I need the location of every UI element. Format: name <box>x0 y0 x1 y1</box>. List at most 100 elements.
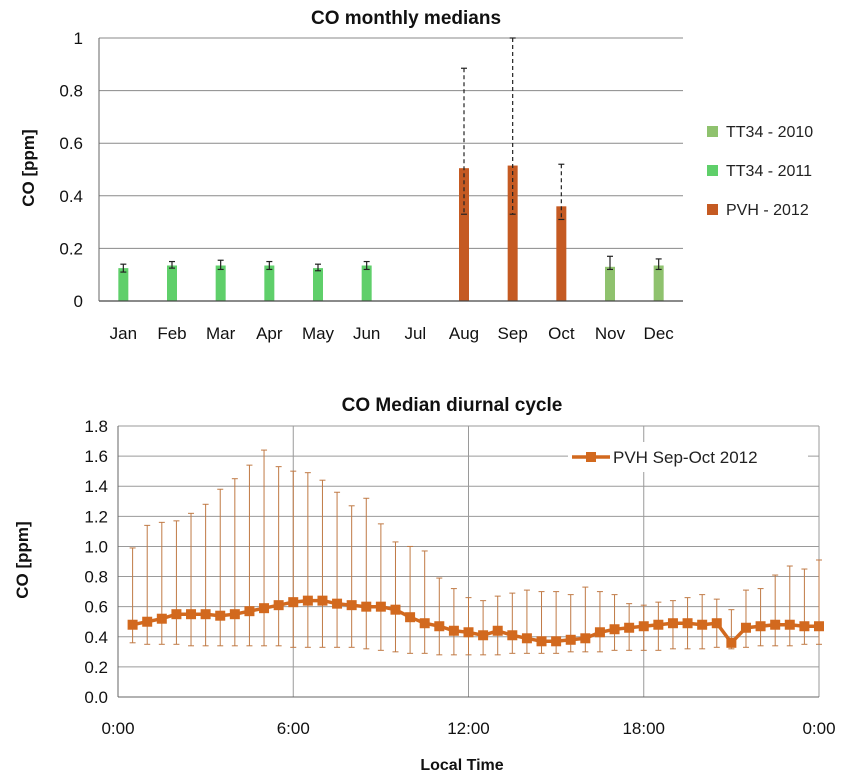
diurnal-data-point <box>492 625 503 636</box>
diurnal-data-point <box>390 604 401 615</box>
diurnal-data-point <box>463 627 474 638</box>
monthly-bar <box>556 206 567 301</box>
diurnal-x-tick-label: 0:00 <box>802 719 835 738</box>
monthly-x-tick-label: May <box>302 324 335 343</box>
monthly-chart-title: CO monthly medians <box>311 8 501 29</box>
monthly-x-tick-label: Nov <box>595 324 626 343</box>
diurnal-legend: PVH Sep-Oct 2012 <box>568 442 808 472</box>
diurnal-data-point <box>127 619 138 630</box>
monthly-y-tick-label: 0.2 <box>59 239 83 258</box>
monthly-y-tick-label: 0.6 <box>59 134 83 153</box>
diurnal-data-point <box>814 621 824 632</box>
diurnal-data-point <box>726 637 737 648</box>
diurnal-data-point <box>317 595 328 606</box>
diurnal-data-point <box>142 616 153 627</box>
monthly-y-tick-label: 0.8 <box>59 82 83 101</box>
diurnal-data-point <box>799 621 810 632</box>
monthly-x-tick-label: Aug <box>449 324 479 343</box>
monthly-bar <box>653 265 664 301</box>
monthly-x-tick-label: Jun <box>353 324 380 343</box>
legend-item-pvh-2012: PVH - 2012 <box>707 202 809 219</box>
diurnal-data-point <box>536 636 547 647</box>
diurnal-x-tick-label: 12:00 <box>447 719 490 738</box>
diurnal-data-point <box>200 609 211 620</box>
monthly-bar <box>118 268 129 301</box>
diurnal-x-tick-label: 18:00 <box>622 719 665 738</box>
diurnal-chart-title: CO Median diurnal cycle <box>342 395 563 416</box>
monthly-bar <box>313 268 323 301</box>
legend-item-tt34-2011: TT34 - 2011 <box>707 163 812 180</box>
monthly-x-tick-label: Dec <box>644 324 675 343</box>
monthly-medians-chart: CO monthly medians CO [ppm] 0 0.2 0.4 0.6 0.… <box>19 8 813 343</box>
diurnal-data-point <box>434 621 445 632</box>
diurnal-data-point <box>697 619 708 630</box>
legend-item-tt34-2010: TT34 - 2010 <box>707 124 813 141</box>
diurnal-data-point <box>711 618 722 629</box>
legend-label-pvh-2012: PVH - 2012 <box>726 202 809 219</box>
monthly-x-tick-label: Apr <box>256 324 283 343</box>
diurnal-data-point <box>580 633 591 644</box>
diurnal-data-point <box>770 619 781 630</box>
diurnal-error-bars <box>129 449 822 656</box>
diurnal-data-point <box>419 618 430 629</box>
diurnal-series-markers <box>127 595 824 648</box>
monthly-bar <box>507 165 518 301</box>
diurnal-y-tick-label: 0.8 <box>84 568 108 587</box>
diurnal-x-axis-title: Local Time <box>420 757 503 774</box>
monthly-error-bars <box>120 37 662 273</box>
monthly-x-tick-label: Jul <box>404 324 426 343</box>
diurnal-data-point <box>478 630 489 641</box>
monthly-x-tick-label: Oct <box>548 324 575 343</box>
legend-label-tt34-2011: TT34 - 2011 <box>726 163 812 180</box>
diurnal-y-tick-label: 1.6 <box>84 447 108 466</box>
diurnal-y-tick-label: 1.8 <box>84 417 108 436</box>
diurnal-y-tick-label: 0.0 <box>84 688 108 707</box>
diurnal-cycle-chart: CO Median diurnal cycle CO [ppm] Local T… <box>13 395 836 774</box>
monthly-x-tick-label: Feb <box>157 324 186 343</box>
monthly-x-tick-label: Jan <box>110 324 137 343</box>
monthly-x-tick-label: Sep <box>498 324 528 343</box>
monthly-bar <box>167 265 177 301</box>
diurnal-data-point <box>405 612 416 623</box>
diurnal-data-point <box>244 606 255 617</box>
diurnal-data-point <box>740 622 751 633</box>
monthly-bar <box>459 168 469 301</box>
monthly-y-tick-label: 1 <box>74 29 83 48</box>
diurnal-y-tick-label: 0.2 <box>84 658 108 677</box>
legend-label-tt34-2010: TT34 - 2010 <box>726 124 813 141</box>
diurnal-data-point <box>565 634 576 645</box>
diurnal-data-point <box>171 609 182 620</box>
diurnal-y-tick-labels: 0.0 0.2 0.4 0.6 0.8 1.0 1.2 1.4 1.6 1.8 <box>84 417 108 707</box>
monthly-bar <box>605 266 615 301</box>
diurnal-data-point <box>259 603 270 614</box>
diurnal-data-point <box>288 597 299 608</box>
diurnal-data-point <box>784 619 795 630</box>
diurnal-data-point <box>755 621 766 632</box>
monthly-x-tick-label: Mar <box>206 324 236 343</box>
diurnal-data-point <box>361 601 372 612</box>
diurnal-data-point <box>609 624 620 635</box>
monthly-y-tick-labels: 0 0.2 0.4 0.6 0.8 1 <box>59 29 83 311</box>
diurnal-y-axis-title: CO [ppm] <box>13 521 32 598</box>
diurnal-data-point <box>507 630 518 641</box>
diurnal-data-point <box>551 636 562 647</box>
diurnal-x-tick-labels: 0:00 6:00 12:00 18:00 0:00 <box>101 719 835 738</box>
diurnal-y-tick-label: 1.4 <box>84 477 108 496</box>
monthly-y-tick-label: 0.4 <box>59 187 83 206</box>
diurnal-data-point <box>273 600 284 611</box>
monthly-y-axis-title: CO [ppm] <box>19 129 38 206</box>
diurnal-y-tick-label: 0.4 <box>84 628 108 647</box>
monthly-bars <box>118 165 664 301</box>
diurnal-data-point <box>653 619 664 630</box>
diurnal-data-point <box>156 613 167 624</box>
legend-swatch-tt34-2010 <box>707 126 718 137</box>
diurnal-x-tick-label: 0:00 <box>101 719 134 738</box>
legend-swatch-pvh-2012 <box>707 204 718 215</box>
diurnal-y-tick-label: 1.0 <box>84 537 108 556</box>
monthly-legend: TT34 - 2010 TT34 - 2011 PVH - 2012 <box>707 124 813 219</box>
monthly-y-tick-label: 0 <box>74 292 83 311</box>
monthly-bar <box>215 265 226 301</box>
diurnal-data-point <box>332 598 343 609</box>
